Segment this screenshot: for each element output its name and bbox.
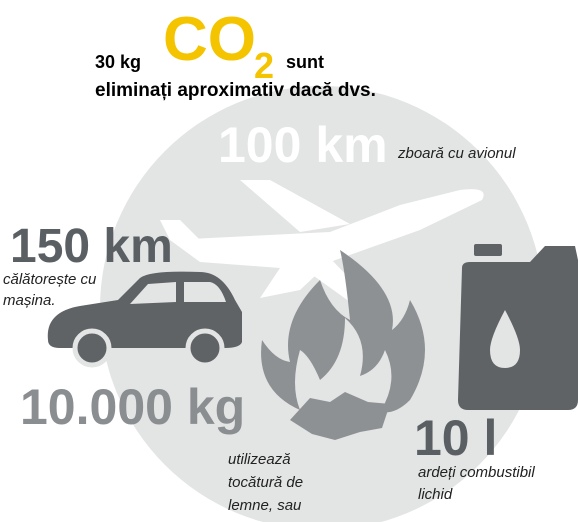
caption: mașina. bbox=[3, 292, 56, 309]
quantity: 100 km bbox=[218, 117, 388, 173]
caption: călătorește cu bbox=[3, 271, 97, 288]
caption: utilizează bbox=[228, 451, 291, 468]
caption: tocătură de bbox=[228, 474, 303, 491]
page: 30 kg CO 2 sunt eliminați aproximativ da… bbox=[0, 0, 578, 522]
quantity: 150 km bbox=[10, 220, 173, 273]
header-gas: CO bbox=[163, 5, 256, 74]
canister-icon bbox=[458, 244, 578, 410]
header-amount: 30 kg bbox=[95, 52, 141, 72]
header-line2: eliminați aproximativ dacă dvs. bbox=[95, 80, 376, 101]
caption: zboară cu avionul bbox=[397, 145, 516, 162]
header-verb: sunt bbox=[286, 52, 324, 72]
caption: ardeți combustibil bbox=[418, 464, 535, 481]
quantity: 10.000 kg bbox=[20, 379, 245, 435]
infographic: 30 kg CO 2 sunt eliminați aproximativ da… bbox=[0, 0, 578, 522]
caption: lichid bbox=[418, 486, 453, 503]
caption: lemne, sau bbox=[228, 497, 302, 514]
quantity: 10 l bbox=[414, 410, 497, 466]
